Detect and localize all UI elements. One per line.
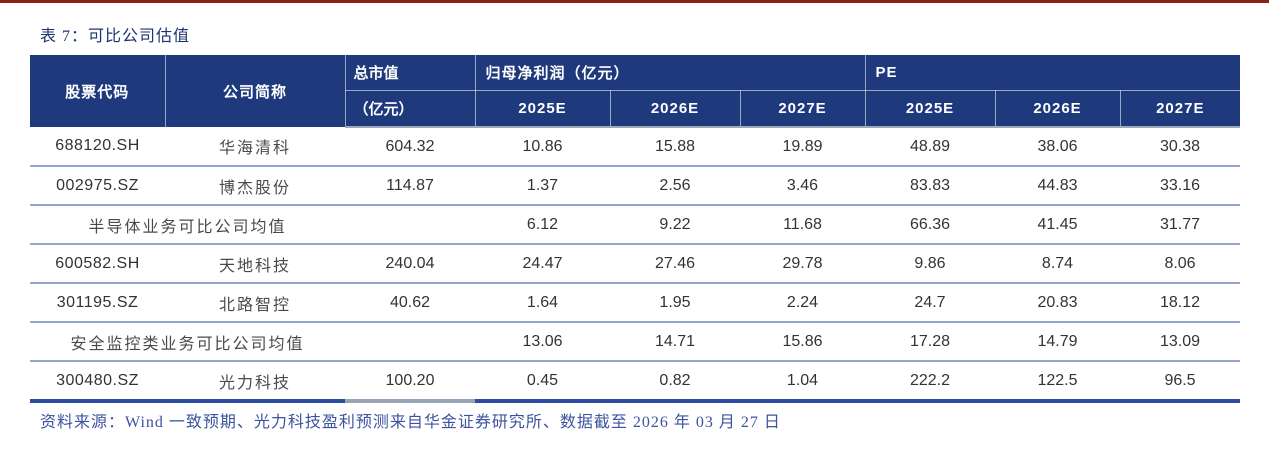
- header-group-net-profit: 归母净利润（亿元）: [475, 55, 866, 91]
- market-cap-cell: [345, 322, 475, 362]
- stock-code-cell: 688120.SH: [30, 127, 165, 167]
- net-profit-2027e-cell: 2.24: [740, 283, 865, 323]
- source-note: 资料来源：Wind 一致预期、光力科技盈利预测来自华金证券研究所、数据截至 20…: [40, 414, 781, 431]
- market-cap-cell: 100.20: [345, 361, 475, 403]
- header-stock-code: 股票代码: [30, 55, 166, 127]
- average-row: 安全监控类业务可比公司均值 13.06 14.71 15.86 17.28 14…: [30, 322, 1241, 362]
- stock-code-cell: 300480.SZ: [30, 361, 165, 403]
- net-profit-2025e-cell: 10.86: [475, 127, 610, 167]
- header-np-2025e: 2025E: [475, 90, 611, 128]
- net-profit-2027e-cell: 15.86: [740, 322, 865, 362]
- stock-code-cell: 002975.SZ: [30, 166, 165, 206]
- net-profit-2027e-cell: 1.04: [740, 361, 865, 403]
- pe-2026e-cell: 14.79: [995, 322, 1120, 362]
- pe-2025e-cell: 24.7: [865, 283, 995, 323]
- net-profit-2026e-cell: 14.71: [610, 322, 740, 362]
- net-profit-2025e-cell: 24.47: [475, 244, 610, 284]
- net-profit-2025e-cell: 13.06: [475, 322, 610, 362]
- header-pe-2025e: 2025E: [865, 90, 996, 128]
- net-profit-2027e-cell: 29.78: [740, 244, 865, 284]
- net-profit-2025e-cell: 1.37: [475, 166, 610, 206]
- pe-2027e-cell: 8.06: [1120, 244, 1241, 284]
- pe-2026e-cell: 41.45: [995, 205, 1120, 245]
- header-pe-2026e: 2026E: [995, 90, 1121, 128]
- pe-2026e-cell: 8.74: [995, 244, 1120, 284]
- net-profit-2025e-cell: 6.12: [475, 205, 610, 245]
- pe-2025e-cell: 9.86: [865, 244, 995, 284]
- header-row-groups: 股票代码 公司简称 总市值 归母净利润（亿元） PE: [30, 55, 1241, 127]
- net-profit-2025e-cell: 0.45: [475, 361, 610, 403]
- table-header: 股票代码 公司简称 总市值 归母净利润（亿元） PE （亿元） 2025E 20…: [30, 55, 1241, 128]
- net-profit-2026e-cell: 27.46: [610, 244, 740, 284]
- header-np-2026e: 2026E: [610, 90, 741, 128]
- net-profit-2026e-cell: 9.22: [610, 205, 740, 245]
- pe-2025e-cell: 222.2: [865, 361, 995, 403]
- pe-2027e-cell: 96.5: [1120, 361, 1241, 403]
- pe-2027e-cell: 13.09: [1120, 322, 1241, 362]
- net-profit-2026e-cell: 0.82: [610, 361, 740, 403]
- net-profit-2027e-cell: 3.46: [740, 166, 865, 206]
- company-name-cell: 华海清科: [165, 127, 345, 167]
- market-cap-cell: 114.87: [345, 166, 475, 206]
- company-name-cell: 北路智控: [165, 283, 345, 323]
- net-profit-2026e-cell: 1.95: [610, 283, 740, 323]
- table-row: 688120.SH 华海清科 604.32 10.86 15.88 19.89 …: [30, 127, 1241, 167]
- header-row-years: （亿元） 2025E 2026E 2027E 2025E 2026E 2027E: [30, 90, 1241, 128]
- company-name-cell: 博杰股份: [165, 166, 345, 206]
- market-cap-cell: [345, 205, 475, 245]
- header-company: 公司简称: [165, 55, 346, 127]
- market-cap-cell: 240.04: [345, 244, 475, 284]
- stock-code-cell: 600582.SH: [30, 244, 165, 284]
- header-group-pe: PE: [865, 55, 1241, 91]
- pe-2025e-cell: 17.28: [865, 322, 995, 362]
- pe-2027e-cell: 18.12: [1120, 283, 1241, 323]
- table-row: 301195.SZ 北路智控 40.62 1.64 1.95 2.24 24.7…: [30, 283, 1241, 323]
- stock-code-cell: 301195.SZ: [30, 283, 165, 323]
- table-title: 表 7：可比公司估值: [40, 28, 191, 45]
- net-profit-2025e-cell: 1.64: [475, 283, 610, 323]
- pe-2026e-cell: 20.83: [995, 283, 1120, 323]
- average-row: 半导体业务可比公司均值 6.12 9.22 11.68 66.36 41.45 …: [30, 205, 1241, 245]
- pe-2025e-cell: 83.83: [865, 166, 995, 206]
- header-market-cap-unit: （亿元）: [345, 90, 476, 128]
- pe-2026e-cell: 44.83: [995, 166, 1120, 206]
- pe-2026e-cell: 38.06: [995, 127, 1120, 167]
- net-profit-2027e-cell: 11.68: [740, 205, 865, 245]
- pe-2025e-cell: 66.36: [865, 205, 995, 245]
- company-name-cell: 光力科技: [165, 361, 345, 403]
- pe-2026e-cell: 122.5: [995, 361, 1120, 403]
- valuation-table: 股票代码 公司简称 总市值 归母净利润（亿元） PE （亿元） 2025E 20…: [30, 55, 1241, 403]
- company-name-cell: 天地科技: [165, 244, 345, 284]
- pe-2027e-cell: 31.77: [1120, 205, 1241, 245]
- header-np-2027e: 2027E: [740, 90, 866, 128]
- average-label-cell: 安全监控类业务可比公司均值: [30, 322, 345, 362]
- market-cap-cell: 40.62: [345, 283, 475, 323]
- pe-2027e-cell: 30.38: [1120, 127, 1241, 167]
- table-row: 002975.SZ 博杰股份 114.87 1.37 2.56 3.46 83.…: [30, 166, 1241, 206]
- table-row: 300480.SZ 光力科技 100.20 0.45 0.82 1.04 222…: [30, 361, 1241, 403]
- net-profit-2026e-cell: 2.56: [610, 166, 740, 206]
- header-market-cap: 总市值: [345, 55, 476, 91]
- table-row: 600582.SH 天地科技 240.04 24.47 27.46 29.78 …: [30, 244, 1241, 284]
- top-red-rule: [0, 0, 1269, 3]
- net-profit-2026e-cell: 15.88: [610, 127, 740, 167]
- pe-2027e-cell: 33.16: [1120, 166, 1241, 206]
- pe-2025e-cell: 48.89: [865, 127, 995, 167]
- market-cap-cell: 604.32: [345, 127, 475, 167]
- net-profit-2027e-cell: 19.89: [740, 127, 865, 167]
- average-label-cell: 半导体业务可比公司均值: [30, 205, 345, 245]
- header-pe-2027e: 2027E: [1120, 90, 1241, 128]
